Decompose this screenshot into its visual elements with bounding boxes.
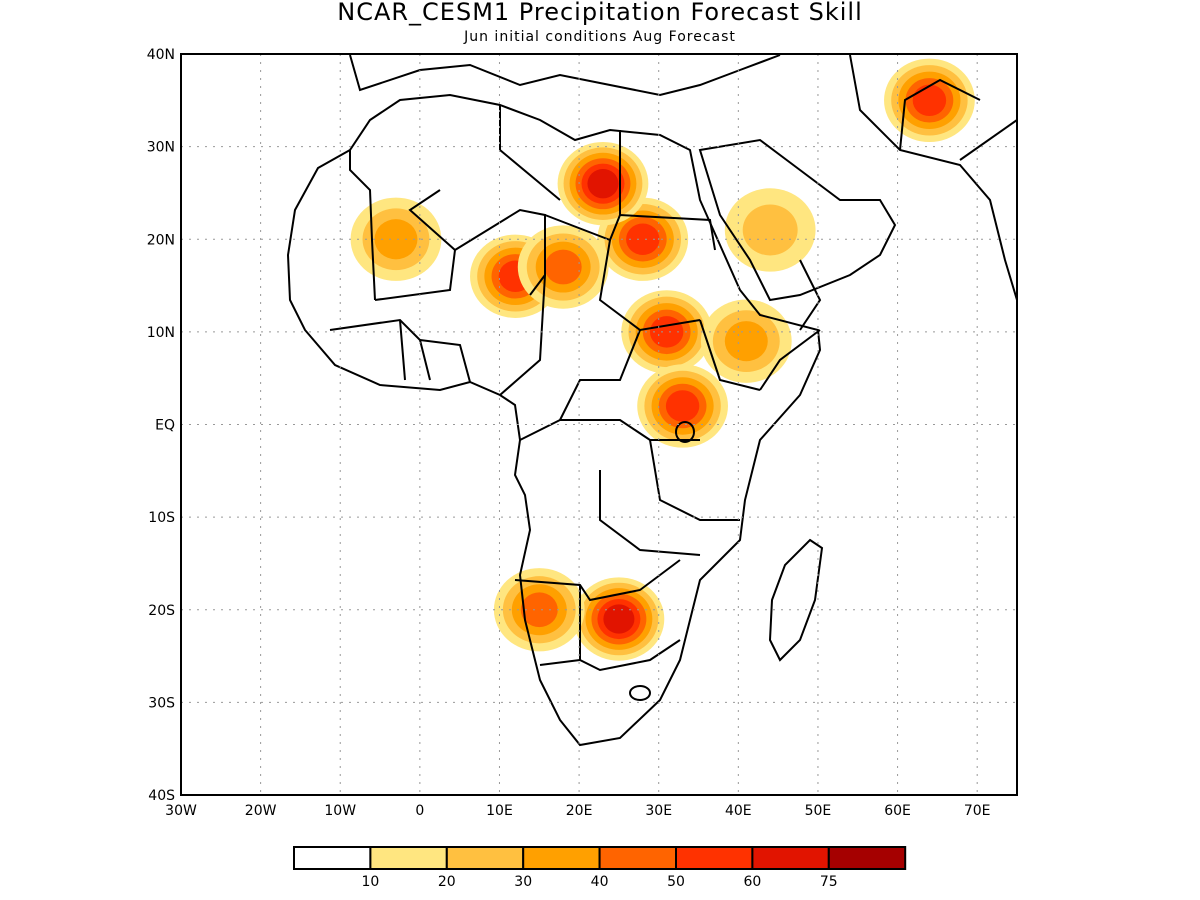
- x-tick-label: 20E: [566, 803, 593, 819]
- colorbar-swatch: [369, 846, 448, 870]
- skill-contour: [520, 592, 558, 628]
- y-tick-label: 20S: [148, 603, 175, 619]
- colorbar-swatch: [675, 846, 754, 870]
- colorbar-swatch: [445, 846, 525, 870]
- y-tick-label: EQ: [155, 418, 175, 434]
- y-tick-labels: 40N 30N 20N 10N EQ 10S 20S 30S 40S: [147, 47, 175, 804]
- colorbar-swatch: [598, 846, 677, 870]
- x-tick-label: 50E: [805, 803, 832, 819]
- x-tick-label: 70E: [964, 803, 991, 819]
- colorbar-label: 60: [743, 874, 761, 890]
- coastlines: [286, 54, 1017, 747]
- skill-contour: [587, 169, 619, 199]
- x-tick-label: 60E: [884, 803, 911, 819]
- y-tick-label: 20N: [147, 232, 175, 248]
- skill-contour: [603, 604, 635, 634]
- colorbar-swatch: [827, 846, 907, 870]
- x-tick-label: 20W: [245, 803, 277, 819]
- skill-contour: [912, 84, 947, 117]
- x-tick-label: 40E: [725, 803, 752, 819]
- x-tick-label: 0: [415, 803, 424, 819]
- y-tick-label: 40N: [147, 47, 175, 63]
- colorbar-label: 10: [361, 874, 379, 890]
- y-tick-label: 30N: [147, 140, 175, 156]
- skill-contour: [742, 204, 798, 256]
- x-tick-labels: 30W 20W 10W 0 10E 20E 30E 40E 50E 60E 70E: [165, 803, 990, 819]
- skill-contour: [665, 390, 700, 422]
- chart-subtitle: Jun initial conditions Aug Forecast: [464, 29, 736, 45]
- y-tick-label: 10N: [147, 325, 175, 341]
- x-tick-label: 30W: [165, 803, 197, 819]
- colorbar-swatch: [751, 846, 830, 870]
- colorbar-label: 40: [591, 874, 609, 890]
- x-tick-label: 30E: [645, 803, 672, 819]
- skill-contour: [626, 223, 660, 255]
- y-tick-label: 30S: [148, 695, 175, 711]
- colorbar-label: 20: [438, 874, 456, 890]
- colorbar: 10 20 30 40 50 60 75: [293, 846, 907, 890]
- colorbar-label: 75: [820, 874, 838, 890]
- skill-contour: [544, 249, 582, 285]
- chart-title: NCAR_CESM1 Precipitation Forecast Skill: [337, 0, 863, 26]
- skill-contour: [724, 321, 768, 362]
- colorbar-label: 50: [667, 874, 685, 890]
- colorbar-swatch: [293, 846, 372, 870]
- colorbar-label: 30: [514, 874, 532, 890]
- y-tick-label: 10S: [148, 510, 175, 526]
- map-frame: [180, 53, 1018, 796]
- skill-shading: [350, 58, 975, 661]
- x-tick-label: 10W: [324, 803, 356, 819]
- colorbar-swatch: [522, 846, 601, 870]
- gridlines: [181, 54, 1017, 795]
- skill-contour: [374, 219, 418, 260]
- y-tick-label: 40S: [148, 788, 175, 804]
- x-tick-label: 10E: [486, 803, 513, 819]
